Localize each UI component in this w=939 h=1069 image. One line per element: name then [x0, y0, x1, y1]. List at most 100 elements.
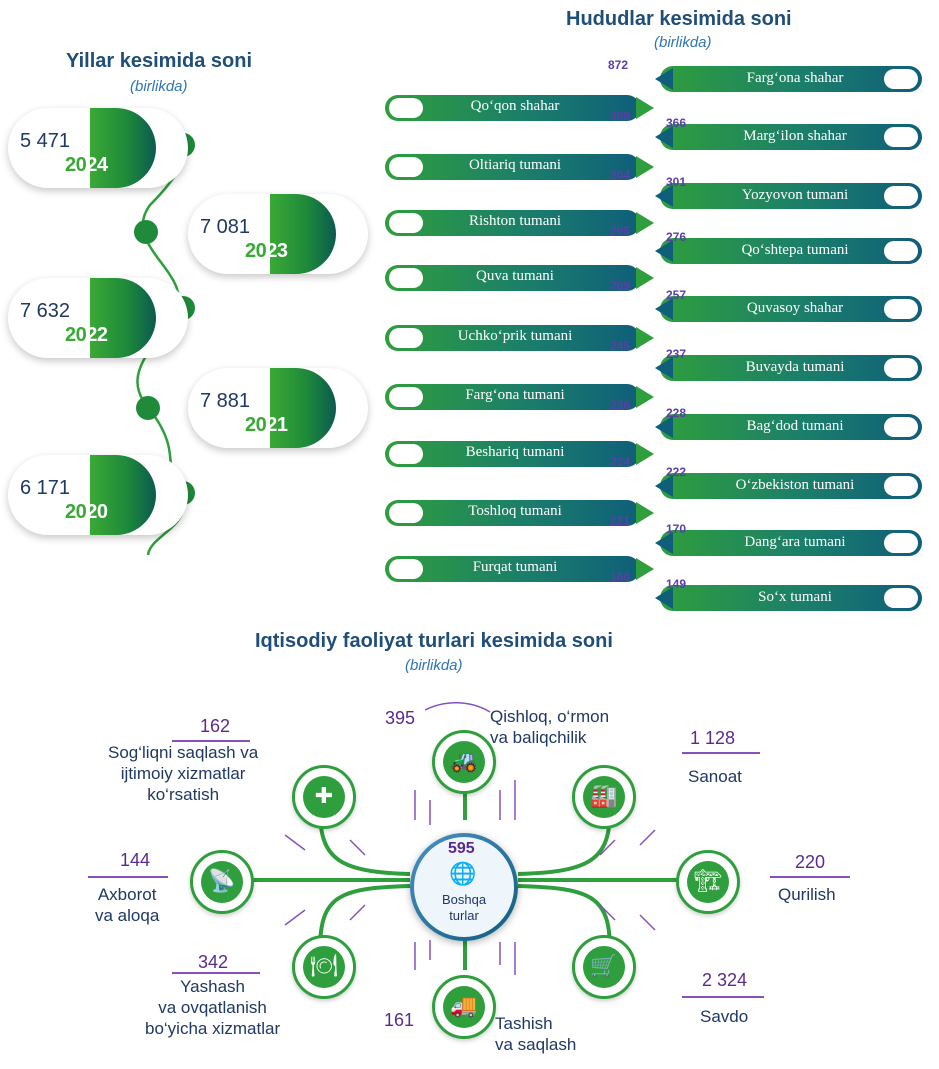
region-bar-cap: [884, 533, 918, 553]
econ-icon-bg: [303, 776, 345, 818]
region-value: 872: [608, 58, 629, 72]
year-card: 7 632 2022: [8, 278, 188, 358]
econ-category-circle: 🍽: [292, 935, 356, 999]
region-arrow: [655, 475, 673, 497]
region-label: So‘x tumani: [758, 589, 832, 605]
econ-label: Axborot va aloqa: [95, 885, 160, 925]
region-arrow: [655, 298, 673, 320]
region-value: 221: [610, 514, 631, 528]
region-arrow: [655, 416, 673, 438]
econ-icon-bg: [687, 861, 729, 903]
region-arrow: [655, 185, 673, 207]
region-arrow: [636, 327, 654, 349]
year-half-circle: [90, 108, 156, 188]
region-bar-cap: [884, 299, 918, 319]
region-label: Dang‘ara tumani: [744, 534, 846, 550]
econ-value: 144: [120, 850, 151, 870]
region-bar: [385, 210, 640, 236]
health-icon: ✚: [314, 784, 334, 809]
region-bar-cap: [389, 268, 423, 288]
factory-icon: 🏭: [590, 784, 618, 809]
year-value: 5 471: [20, 130, 71, 152]
crane-icon: 🏗: [694, 869, 722, 894]
econ-connectors: [240, 702, 690, 975]
region-bar: [385, 154, 640, 180]
region-label: Buvayda tumani: [745, 359, 845, 375]
econ-icon-bg: [303, 946, 345, 988]
year-label-prefix: 20: [65, 324, 87, 346]
year-value: 7 881: [200, 390, 251, 412]
center-value: 595: [448, 840, 475, 857]
year-label: 2024: [65, 154, 108, 177]
econ-value: 2 324: [702, 970, 748, 990]
region-bar-cap: [389, 328, 423, 348]
region-value: 459: [610, 109, 631, 123]
year-card: 6 171 2020: [8, 455, 188, 535]
year-label-suffix: 20: [86, 501, 108, 523]
region-bar-cap: [389, 213, 423, 233]
region-label: Beshariq tumani: [465, 444, 565, 460]
year-value: 7 632: [20, 300, 71, 322]
region-label: Rishton tumani: [468, 213, 562, 229]
region-bar: [385, 95, 640, 121]
year-half-circle: [270, 194, 336, 274]
region-label: Oltiariq tumani: [468, 157, 562, 173]
truck-icon: 🚚: [450, 994, 478, 1019]
year-label: 2020: [65, 501, 108, 524]
region-label: Furqat tumani: [472, 559, 558, 575]
year-card: 7 081 2023: [188, 194, 368, 274]
econ-icon-bg: [201, 861, 243, 903]
region-bar-cap: [389, 503, 423, 523]
years-subtitle: (birlikda): [130, 78, 188, 95]
region-bar: [385, 500, 640, 526]
econ-category-circle: ✚: [292, 765, 356, 829]
econ-icon-bg: [443, 741, 485, 783]
center-hub-inner: [414, 837, 514, 937]
region-bar: [385, 265, 640, 291]
region-bar: [660, 530, 922, 556]
year-label: 2023: [245, 240, 288, 263]
region-bar: [660, 355, 922, 381]
region-arrow: [636, 156, 654, 178]
region-bar-cap: [389, 98, 423, 118]
center-label-2: turlar: [449, 908, 479, 923]
econ-icon-bg: [583, 776, 625, 818]
region-label: Farg‘ona tumani: [465, 387, 565, 403]
econ-value: 342: [198, 952, 229, 972]
tractor-icon: 🚜: [450, 749, 478, 774]
region-value: 224: [610, 455, 631, 469]
region-bar-cap: [389, 387, 423, 407]
region-bar-cap: [389, 559, 423, 579]
region-value: 160: [610, 570, 631, 584]
econ-value: 220: [795, 852, 826, 872]
region-bar: [660, 414, 922, 440]
region-label: O‘zbekiston tumani: [735, 477, 855, 493]
region-bar-cap: [884, 69, 918, 89]
region-arrow: [655, 240, 673, 262]
econ-value-line: [172, 740, 250, 742]
region-bar: [660, 296, 922, 322]
region-bar: [660, 66, 922, 92]
years-title: Yillar kesimida soni: [66, 50, 253, 72]
region-label: Qo‘qon shahar: [470, 98, 560, 114]
region-bar: [385, 556, 640, 582]
econ-label: Savdo: [700, 1007, 749, 1026]
econ-label: Qurilish: [778, 885, 836, 904]
econ-value-line: [682, 752, 760, 754]
center-label-1: Boshqa: [441, 892, 487, 907]
region-label: Toshloq tumani: [468, 503, 562, 519]
region-arrow: [636, 502, 654, 524]
econ-label: Yashash va ovqatlanish bo‘yicha xizmatla…: [145, 977, 281, 1038]
region-arrow: [655, 532, 673, 554]
econ-value-line: [172, 972, 260, 974]
year-half-circle: [90, 278, 156, 358]
econ-icon-bg: [443, 986, 485, 1028]
region-arrow: [655, 587, 673, 609]
region-arrow: [636, 386, 654, 408]
econ-value-line: [88, 876, 168, 878]
econ-category-circle: 🚚: [432, 975, 496, 1039]
region-bar: [660, 124, 922, 150]
region-arrow: [655, 68, 673, 90]
region-arrow: [636, 443, 654, 465]
region-bar: [385, 325, 640, 351]
